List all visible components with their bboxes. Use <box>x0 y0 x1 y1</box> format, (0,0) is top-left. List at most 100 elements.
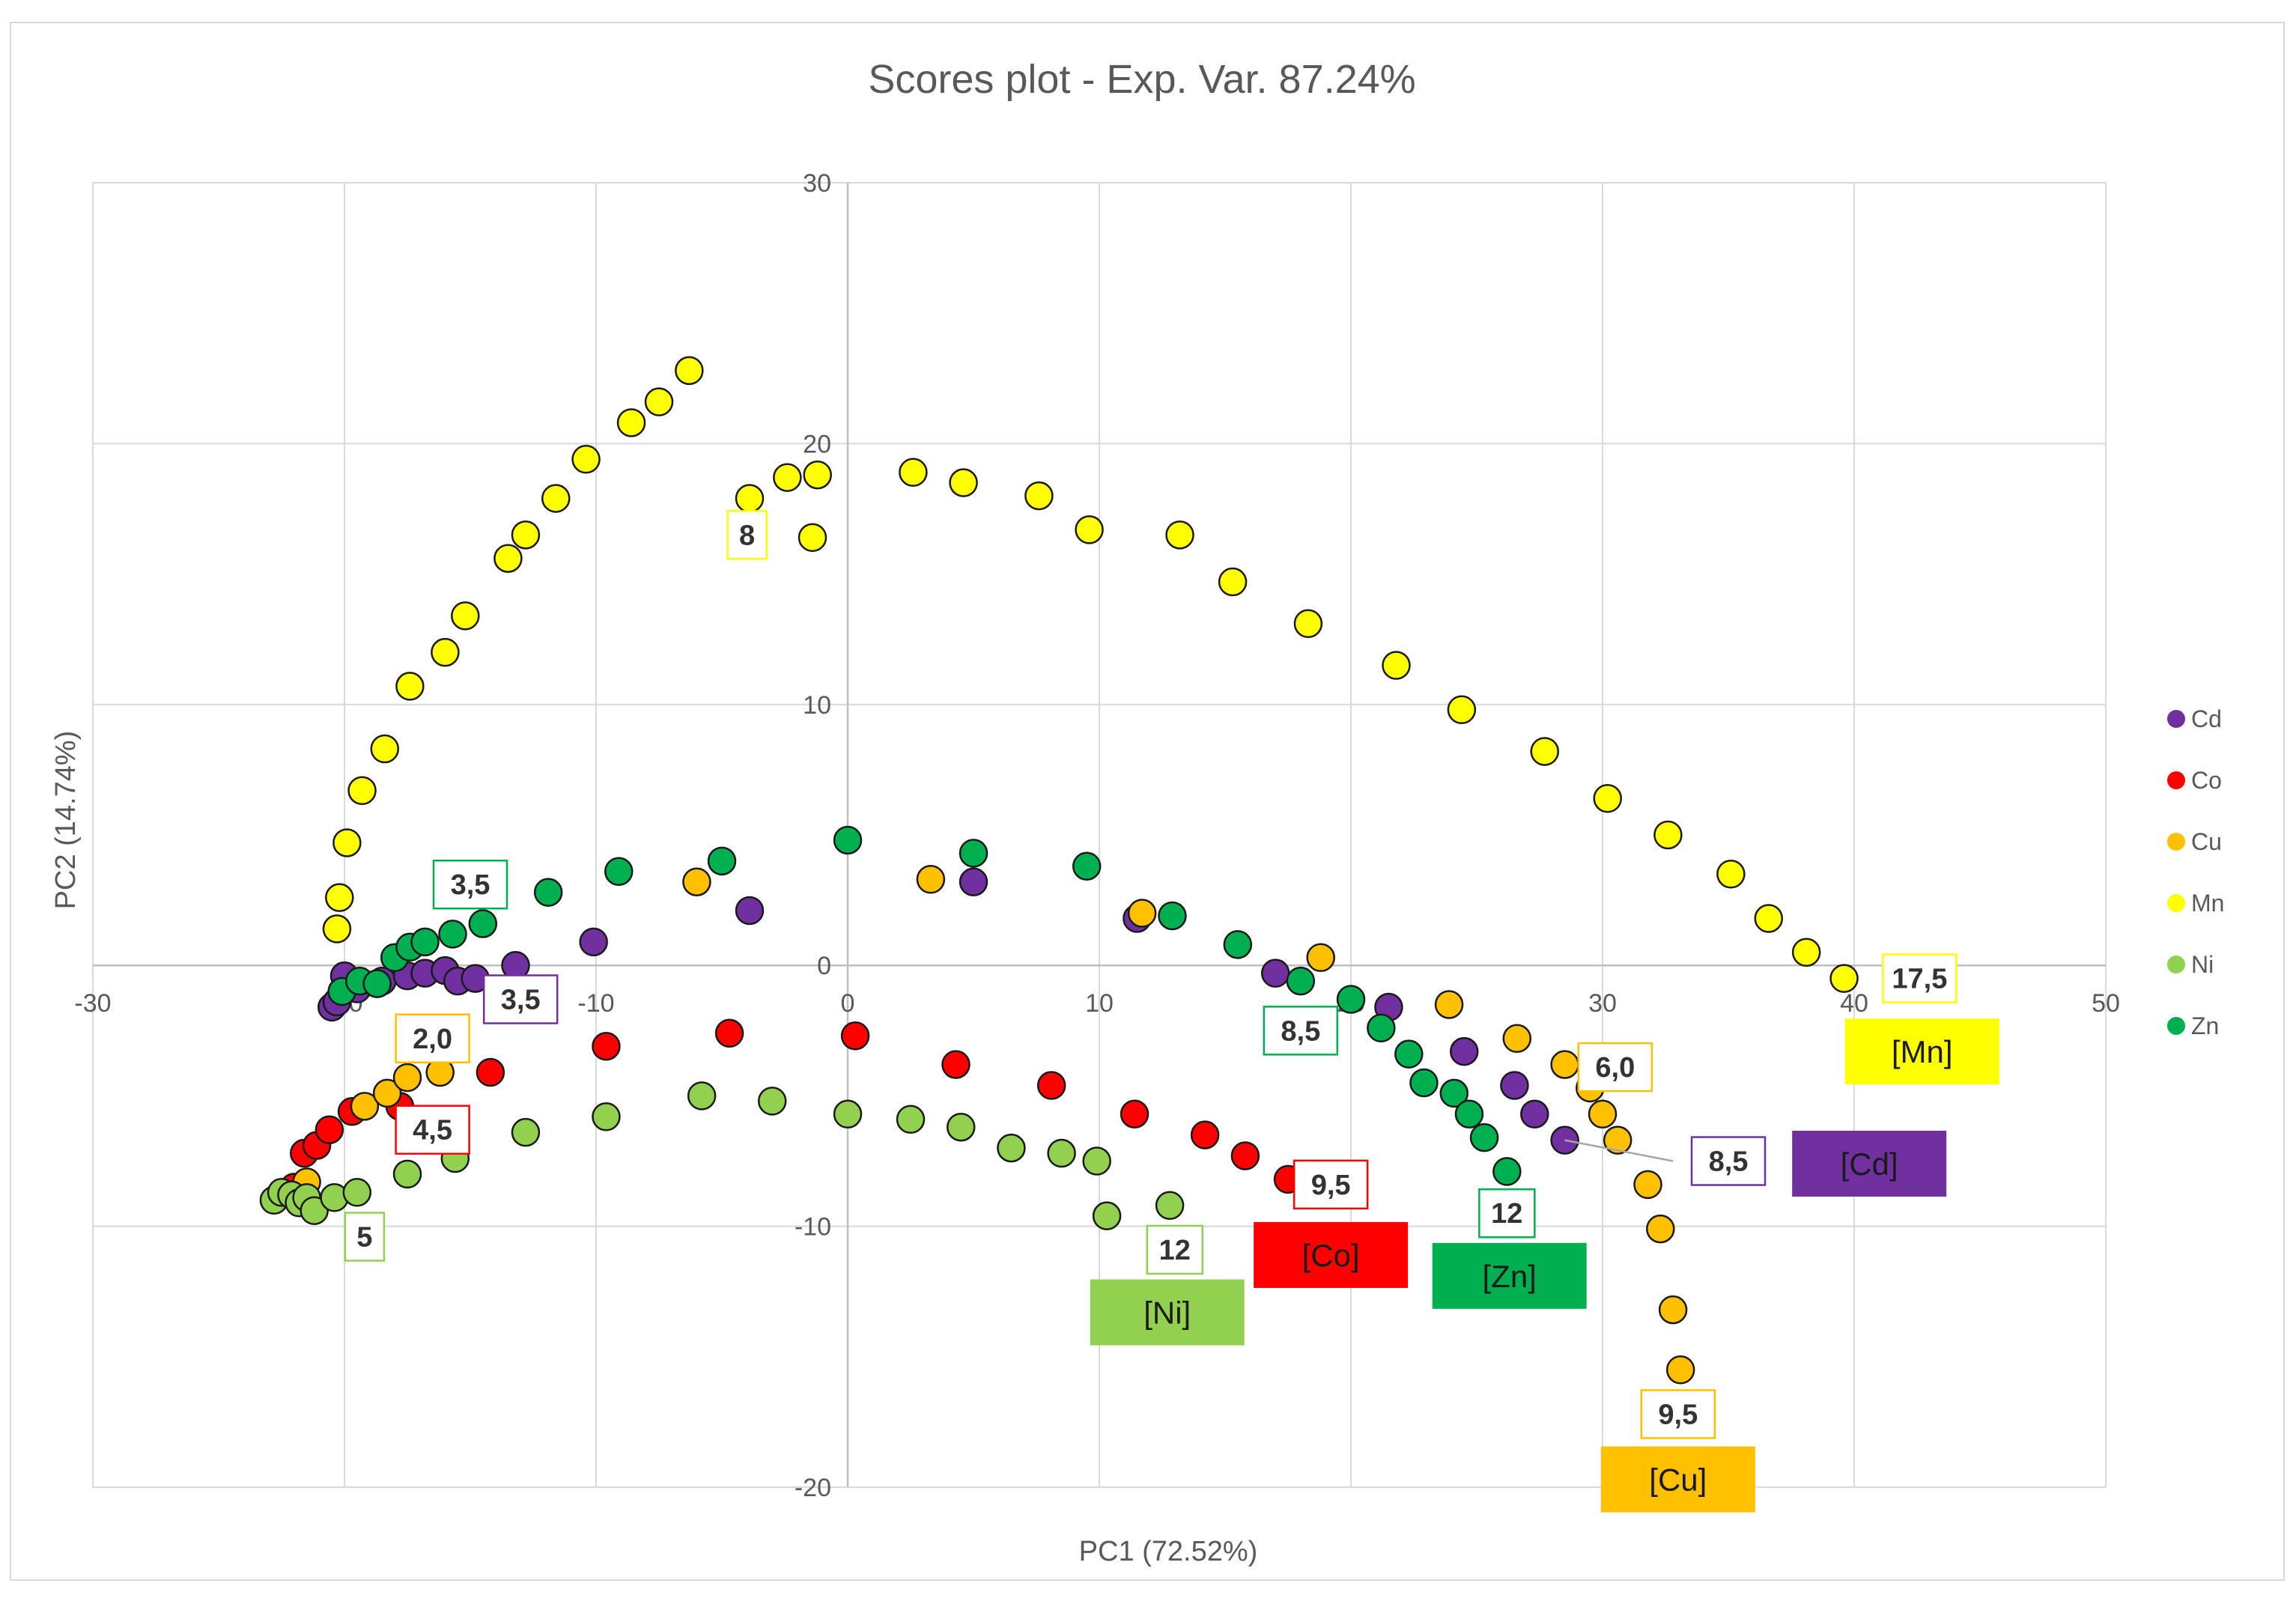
legend-item: Cd <box>2167 705 2222 732</box>
point-mn <box>1754 904 1784 933</box>
point-co <box>941 1050 971 1079</box>
annotation-text: 8 <box>739 520 755 551</box>
legend-marker <box>2167 894 2185 912</box>
point-mn <box>1716 860 1746 889</box>
point-zn <box>1409 1068 1439 1098</box>
point-mn <box>1075 515 1104 544</box>
annotation-box <box>726 510 768 560</box>
point-co <box>1036 1071 1066 1100</box>
x-axis-title: PC1 (72.52%) <box>1079 1536 1258 1567</box>
point-zn <box>1158 901 1187 931</box>
point-mn <box>1218 567 1248 597</box>
element-label: [Cu] <box>1600 1446 1755 1513</box>
element-label: [Mn] <box>1844 1018 1999 1085</box>
annotation-text: 4,5 <box>413 1115 452 1146</box>
point-mn <box>1165 520 1194 550</box>
annotation-text: 8,5 <box>1709 1146 1749 1178</box>
point-cu <box>350 1092 380 1121</box>
point-cu <box>916 864 946 894</box>
data-points <box>259 356 1859 1385</box>
element-label-box <box>1600 1446 1755 1513</box>
point-cd <box>579 927 608 957</box>
point-ni <box>1155 1191 1185 1220</box>
point-cd <box>959 867 988 896</box>
element-label-box <box>1090 1279 1245 1346</box>
legend-label: Ni <box>2191 951 2214 978</box>
cd-annotation-connector <box>1564 1139 1674 1162</box>
point-cd <box>1520 1099 1549 1129</box>
y-axis-title: PC2 (14.74%) <box>50 731 82 910</box>
chart-title: Scores plot - Exp. Var. 87.24% <box>868 57 1415 102</box>
point-zn <box>959 839 988 868</box>
point-cd <box>1449 1036 1479 1066</box>
point-mn <box>616 408 646 437</box>
point-zn <box>604 857 634 887</box>
annotation-box <box>395 1105 470 1155</box>
point-cu <box>1665 1355 1695 1385</box>
legend-marker <box>2167 771 2185 789</box>
annotation-box <box>1690 1136 1767 1186</box>
legend-marker <box>2167 1017 2185 1035</box>
point-zn <box>1367 1013 1396 1043</box>
point-mn <box>571 445 601 474</box>
series-zn <box>327 825 1522 1186</box>
annotation-box <box>432 859 508 910</box>
point-mn <box>773 463 802 492</box>
y-tick-label: 0 <box>817 952 831 980</box>
annotation: 12 <box>1146 1224 1204 1275</box>
point-mn <box>675 356 704 386</box>
point-zn <box>438 920 467 949</box>
legend-label: Cd <box>2191 705 2222 732</box>
point-mn <box>1024 481 1054 511</box>
point-cd <box>1500 1071 1529 1100</box>
point-ni <box>896 1105 926 1134</box>
annotation-box <box>1478 1188 1536 1239</box>
y-tick-label: -20 <box>795 1474 831 1502</box>
chart-frame <box>10 22 2285 1581</box>
point-ni <box>392 1159 422 1189</box>
point-mn <box>735 484 765 513</box>
point-zn <box>1394 1039 1424 1069</box>
annotation: 4,5 <box>395 1105 470 1155</box>
point-cu <box>1306 943 1335 972</box>
element-label: [Cd] <box>1792 1130 1947 1197</box>
point-zn <box>833 825 863 855</box>
point-mn <box>322 914 352 944</box>
element-labels: [Mn] [Cd] [Co] [Zn] [Ni] [Cu] <box>1090 1018 1999 1513</box>
annotation-boxes: 2,0 6,0 9,5 8 17,5 5 12 3,5 8,5 12 3,5 4,5 9,5 8,5 <box>344 510 1958 1439</box>
point-ni <box>997 1133 1026 1163</box>
point-zn <box>1286 966 1316 996</box>
y-tick-label: 20 <box>803 430 831 458</box>
point-co <box>476 1057 505 1087</box>
point-mn <box>541 484 571 513</box>
element-label-box <box>1254 1221 1409 1288</box>
annotation-box <box>1293 1159 1369 1210</box>
point-mn <box>644 387 674 416</box>
annotation-text: 2,0 <box>413 1024 452 1055</box>
annotation-box <box>482 974 559 1024</box>
point-zn <box>410 927 440 957</box>
y-tick-label: -10 <box>795 1213 831 1242</box>
point-ni <box>1047 1138 1076 1168</box>
point-mn <box>1382 651 1411 680</box>
point-cu <box>1550 1050 1579 1079</box>
annotation-box <box>1882 953 1958 1003</box>
legend-item: Cu <box>2167 828 2222 855</box>
point-co <box>714 1018 744 1048</box>
point-zn <box>1469 1123 1499 1152</box>
legend-item: Ni <box>2167 951 2214 978</box>
point-zn <box>533 878 563 907</box>
annotation-text: 3,5 <box>451 869 491 901</box>
annotation: 17,5 <box>1882 953 1958 1003</box>
element-label-box <box>1792 1130 1947 1197</box>
annotation-box <box>395 1013 470 1064</box>
point-ni <box>833 1099 863 1129</box>
point-ni <box>511 1117 541 1147</box>
legend-marker <box>2167 956 2185 973</box>
point-zn <box>1336 985 1366 1014</box>
point-mn <box>370 734 400 764</box>
point-ni <box>1092 1201 1122 1230</box>
element-label-box <box>1844 1018 1999 1085</box>
point-mn <box>493 544 523 573</box>
